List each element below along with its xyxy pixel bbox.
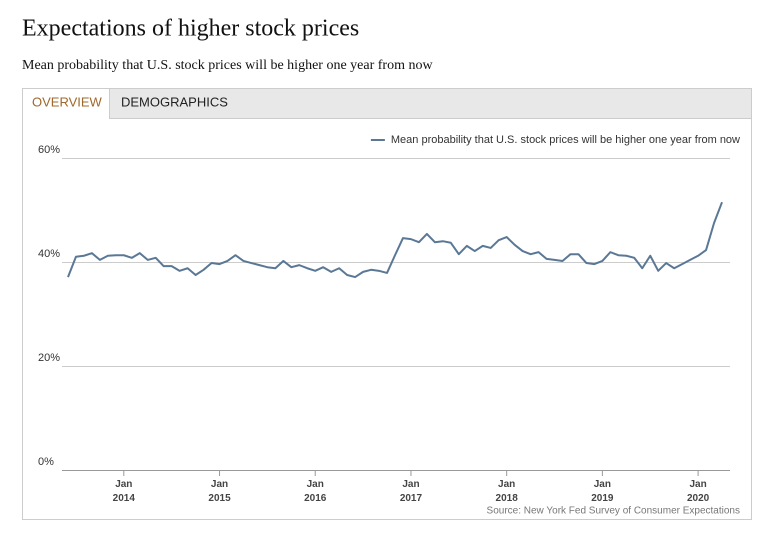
x-tick-label: Jan 2018	[496, 479, 519, 504]
x-tick-month: Jan	[498, 479, 515, 490]
x-tick-month: Jan	[689, 479, 706, 490]
x-tick-label: Jan 2020	[687, 479, 710, 504]
x-tick-year: 2016	[304, 493, 327, 504]
x-tick-label: Jan 2019	[591, 479, 614, 504]
x-tick-year: 2018	[496, 493, 519, 504]
x-tick-year: 2020	[687, 493, 710, 504]
x-tick-label: Jan 2016	[304, 479, 327, 504]
x-tick-label: Jan 2014	[113, 479, 136, 504]
chart-title: Expectations of higher stock prices	[22, 16, 359, 42]
tab[interactable]: OVERVIEW	[32, 94, 103, 109]
x-tick-month: Jan	[307, 479, 324, 490]
x-tick-year: 2015	[208, 493, 231, 504]
x-tick-month: Jan	[115, 479, 132, 490]
x-tick-year: 2014	[113, 493, 136, 504]
legend-label: Mean probability that U.S. stock prices …	[391, 134, 740, 146]
x-tick-month: Jan	[594, 479, 611, 490]
source-note: Source: New York Fed Survey of Consumer …	[487, 506, 740, 517]
y-tick-label: 20%	[38, 352, 60, 364]
data-line	[67, 201, 723, 279]
tab-bar	[23, 89, 751, 118]
x-tick-label: Jan 2015	[208, 479, 231, 504]
y-tick-label: 40%	[38, 248, 60, 260]
x-tick-year: 2019	[591, 493, 614, 504]
x-tick-month: Jan	[402, 479, 419, 490]
tab[interactable]: DEMOGRAPHICS	[121, 94, 228, 109]
x-tick-month: Jan	[211, 479, 228, 490]
panel	[22, 88, 752, 520]
tab-active-bg	[23, 89, 109, 119]
chart-subtitle: Mean probability that U.S. stock prices …	[22, 58, 433, 73]
x-tick-label: Jan 2017	[400, 479, 423, 504]
x-tick-year: 2017	[400, 493, 423, 504]
y-tick-label: 60%	[38, 144, 60, 156]
y-tick-label: 0%	[38, 456, 54, 468]
